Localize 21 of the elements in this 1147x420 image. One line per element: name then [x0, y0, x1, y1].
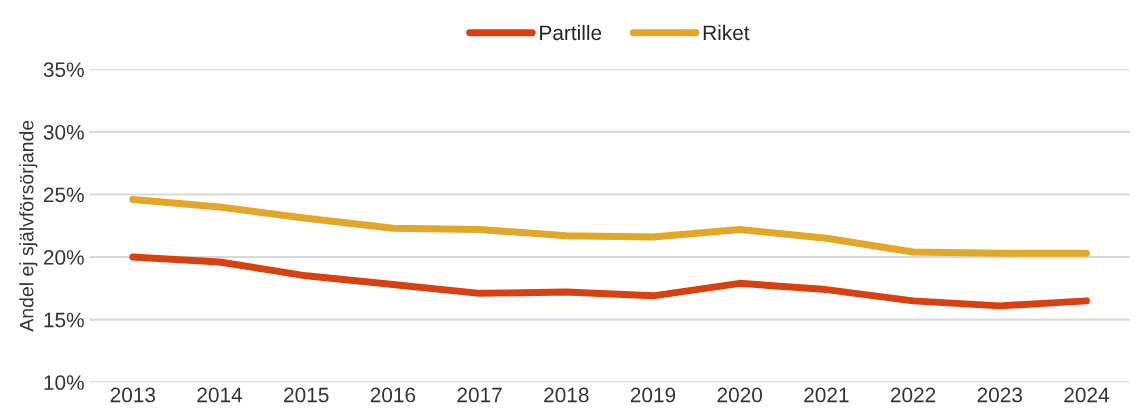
y-tick-label: 25%	[43, 187, 84, 203]
x-tick-label: 2013	[110, 387, 156, 403]
x-tick-label: 2018	[544, 387, 589, 403]
x-tick-label: 2021	[804, 387, 849, 403]
y-axis-title: Andel ej självförsörjande	[19, 120, 38, 332]
x-tick-label: 2022	[890, 387, 936, 403]
y-tick-label: 30%	[43, 124, 84, 140]
x-tick-label: 2016	[370, 387, 416, 403]
x-tick-label: 2020	[717, 387, 763, 403]
legend-label: Partille	[540, 24, 602, 41]
y-tick-label: 10%	[44, 375, 84, 390]
x-tick-label: 2017	[457, 387, 502, 403]
x-tick-label: 2019	[630, 387, 676, 403]
x-tick-label: 2024	[1064, 387, 1110, 403]
y-tick-label: 20%	[43, 250, 84, 265]
y-tick-label: 35%	[43, 62, 84, 78]
x-tick-label: 2014	[197, 387, 243, 403]
x-tick-label: 2023	[977, 387, 1023, 403]
x-tick-label: 2015	[284, 387, 329, 403]
legend-label: Riket	[703, 24, 750, 41]
y-tick-label: 15%	[44, 312, 84, 328]
